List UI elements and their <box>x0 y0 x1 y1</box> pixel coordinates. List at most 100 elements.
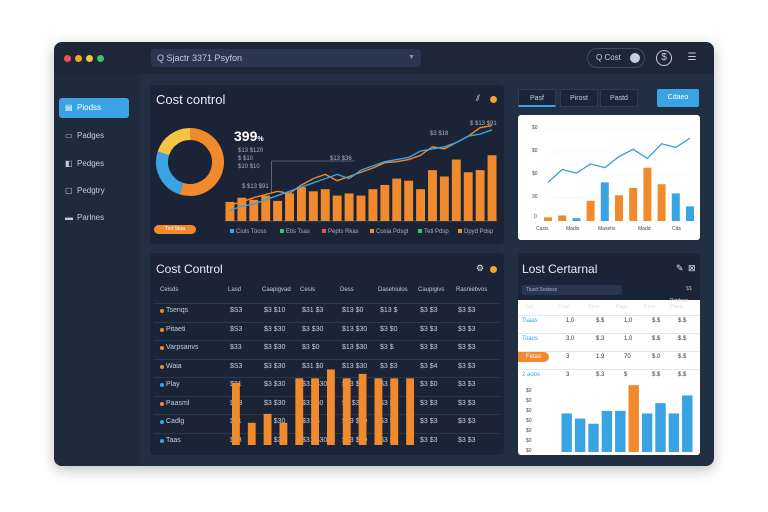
table-cell: $13 $30 <box>342 362 368 370</box>
edit-icon[interactable]: ✎ <box>676 263 684 273</box>
table-cell: $13 $30 <box>342 418 368 425</box>
column-header[interactable]: Caapigvad <box>262 287 291 293</box>
column-header[interactable]: Dess <box>340 287 354 293</box>
kpi-value: 399% <box>234 128 264 144</box>
row-name[interactable]: Waia <box>166 362 182 370</box>
row-divider <box>154 358 500 360</box>
column-header[interactable]: Potdsue Piasts <box>670 298 689 310</box>
sidebar-item-parlnes[interactable]: ▬ Parlnes <box>59 208 129 228</box>
table-cell: $33 <box>230 344 242 351</box>
legend-label: Cosia Pdsgt <box>376 229 409 235</box>
tab-pirost[interactable]: Pirost <box>560 89 598 107</box>
bar <box>439 176 449 221</box>
row-name[interactable]: Cadlg <box>166 418 185 425</box>
row-divider <box>518 351 700 352</box>
create-button[interactable]: Cdaeo <box>657 89 699 107</box>
row-name[interactable]: Play <box>166 381 180 388</box>
row-name[interactable]: Paasml <box>166 399 190 407</box>
row-name[interactable]: Tsenqs <box>166 307 189 314</box>
table-cell: $3 $ <box>380 344 394 351</box>
filter-icon[interactable]: ⫽ <box>476 93 481 103</box>
row-divider <box>154 321 500 323</box>
fullscreen-dot[interactable] <box>97 55 104 62</box>
table-cell: $31 $0 <box>302 362 324 370</box>
column-header[interactable]: Cesis <box>300 287 316 293</box>
column-header[interactable]: Cssp <box>558 304 570 310</box>
bar <box>628 385 639 452</box>
trend-chart <box>544 128 694 222</box>
column-header[interactable]: Caupigivs <box>418 287 445 293</box>
bar <box>682 395 693 452</box>
maximize-dot[interactable] <box>86 55 93 62</box>
column-header[interactable]: Dasehiulos <box>378 287 408 293</box>
time-range-button[interactable]: Tinf Stua <box>154 225 196 234</box>
dollar-icon[interactable]: $ <box>656 50 672 66</box>
row-name[interactable]: Pitaeti <box>166 325 186 333</box>
bar <box>247 422 256 445</box>
bar <box>615 410 626 452</box>
menu-icon[interactable]: ☰ <box>687 52 697 63</box>
table-cell: $S3 <box>230 325 243 333</box>
close-icon[interactable]: ⊠ <box>688 263 696 273</box>
x-tick-label: Madis <box>566 226 580 232</box>
bar <box>406 378 414 445</box>
bar <box>368 189 378 221</box>
table-cell: $13 $3 <box>342 381 364 388</box>
table-cell: $3 $0 <box>380 325 398 333</box>
column-header[interactable]: Ttsd <box>524 304 534 310</box>
row-name[interactable]: 2 aoos <box>522 372 541 378</box>
title-bar: Q Sjactr 3371 Psyfon ▼ Q Cost $ ☰ <box>54 42 714 74</box>
donut-chart <box>156 128 224 196</box>
column-header[interactable]: Ceisds <box>160 287 179 293</box>
table-cell: $3 $30 <box>264 418 286 425</box>
row-name[interactable]: Tsaas <box>522 318 538 324</box>
y-tick-label: $0 <box>526 438 532 444</box>
column-header[interactable]: Ppos <box>588 304 600 310</box>
bar <box>311 378 319 445</box>
table-cell: $.$ <box>678 372 687 378</box>
filter-select[interactable]: Tiusd Sostess <box>522 285 622 295</box>
table-cell: $3 $3 <box>458 436 476 444</box>
row-name[interactable]: Taas <box>166 436 181 444</box>
minimize-dot[interactable] <box>75 55 82 62</box>
row-name[interactable]: Varpsanvs <box>166 344 199 351</box>
sidebar-item-padges[interactable]: ▭ Padges <box>59 126 129 146</box>
row-dot <box>160 401 164 406</box>
column-header[interactable]: Pagy <box>616 304 628 310</box>
row-name[interactable]: Fetas <box>518 352 550 362</box>
close-dot[interactable] <box>64 55 71 62</box>
x-tick-label: Masehs <box>598 226 616 232</box>
bar <box>574 418 586 452</box>
table-cell: 1.0 <box>566 318 575 324</box>
bar <box>629 187 638 221</box>
column-header[interactable]: Lasd <box>228 287 242 293</box>
bar <box>344 193 354 221</box>
bar <box>615 195 623 221</box>
settings-icon[interactable]: ⚙ <box>476 263 485 273</box>
column-header[interactable]: Pase <box>644 304 656 310</box>
column-header[interactable]: Rasniebvos <box>456 287 488 293</box>
sidebar-item-piodss[interactable]: ▤ Piodss <box>59 98 129 118</box>
table-cell: $3 $30 <box>264 344 286 351</box>
lost-table-card: Ttsd Cssp Ppos Pagy Pase Potdsue Piasts Tsaas 1… <box>518 298 700 455</box>
user-pill[interactable]: Q Cost <box>587 48 645 68</box>
table-cell: $3 $3 <box>420 325 438 333</box>
row-dot <box>160 346 164 350</box>
table-cell: $3 $3 <box>420 399 438 407</box>
row-name[interactable]: Toaos <box>522 336 539 342</box>
row-divider <box>154 340 500 341</box>
bar <box>588 423 599 452</box>
table-cell: 70 <box>624 354 631 360</box>
tab-pastd[interactable]: Pastd <box>600 89 638 107</box>
filter-text: Tiusd Sostess <box>526 287 558 293</box>
tab-pasf[interactable]: Pasf <box>518 89 556 107</box>
table-cell: $3 $3 <box>458 344 476 351</box>
sidebar-item-pedgtry[interactable]: ▢ Pedgtry <box>59 181 129 201</box>
y-tick-label: $0 <box>526 388 532 394</box>
table-cell: $3 $3 <box>458 381 476 388</box>
search-input[interactable]: Q Sjactr 3371 Psyfon ▼ <box>151 49 421 67</box>
sidebar-item-pedges[interactable]: ◧ Pedges <box>59 154 129 174</box>
sidebar-item-label: Piodss <box>77 103 102 112</box>
table-cell: $.$ <box>652 318 661 324</box>
bar <box>601 410 613 452</box>
